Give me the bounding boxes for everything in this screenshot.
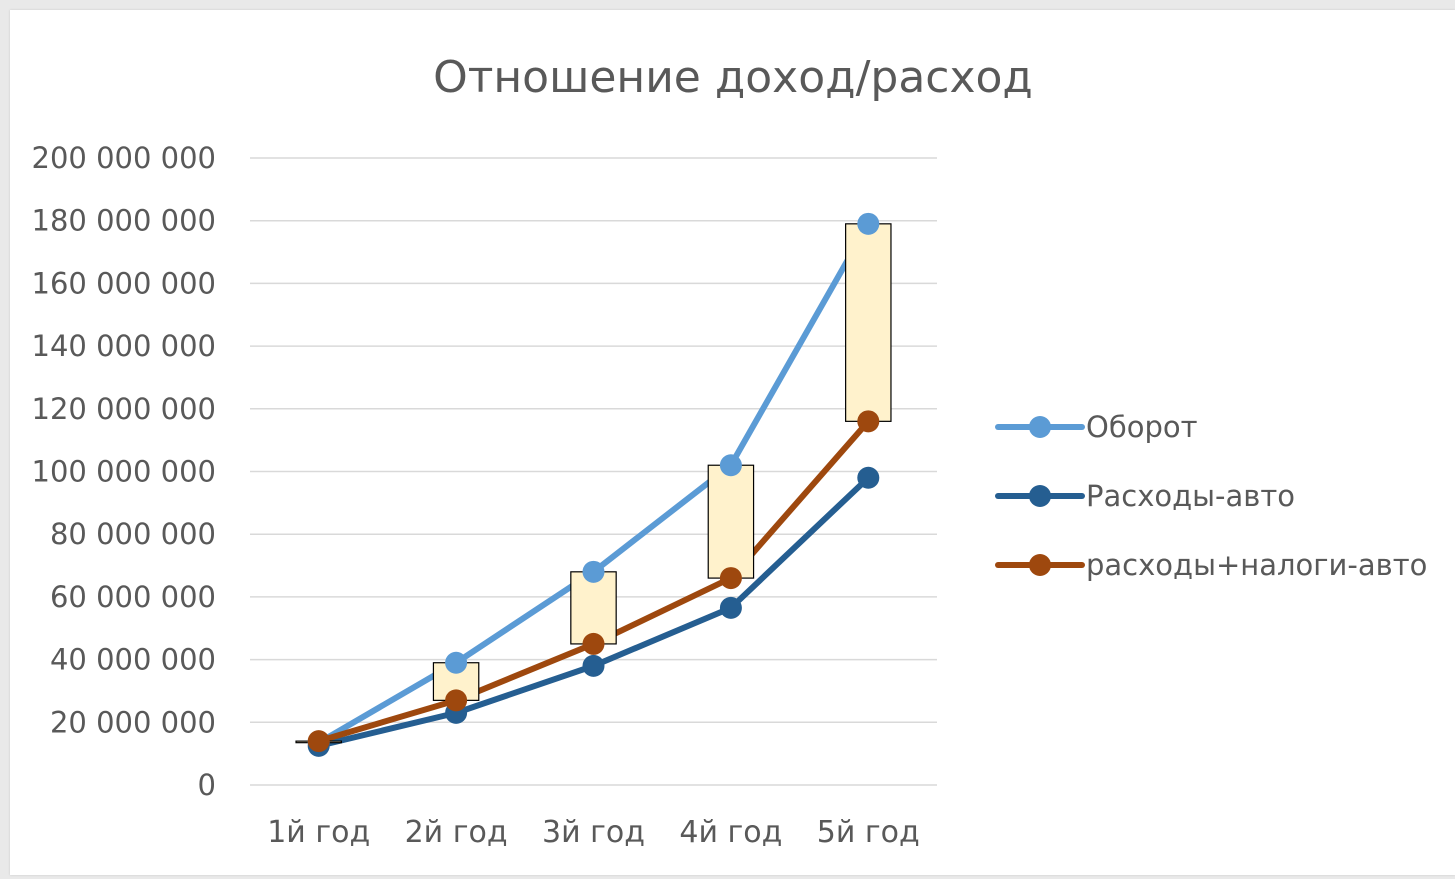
legend-label: расходы+налоги-авто (1086, 548, 1427, 582)
legend-marker (1029, 554, 1051, 576)
series-2-point (445, 689, 468, 712)
series-1-point (582, 654, 605, 677)
up-bar (707, 464, 755, 579)
series-0-point (445, 651, 468, 674)
series-2-point (857, 410, 880, 433)
series-1-point (719, 596, 742, 619)
y-tick-label: 200 000 000 (32, 141, 217, 175)
x-axis: 1й год 2й год 3й год 4й год 5й год (267, 815, 920, 850)
legend: Оборот Расходы-авто расходы+налоги-авто (995, 410, 1427, 582)
x-tick-label: 3й год (542, 815, 645, 850)
legend-entry: Оборот (995, 410, 1198, 444)
legend-label: Оборот (1086, 410, 1198, 444)
gridlines (250, 157, 937, 786)
chart-title: Отношение доход/расход (433, 52, 1033, 103)
y-axis: 0 20 000 000 40 000 000 60 000 000 80 000 00… (32, 141, 217, 802)
x-tick-label: 2й год (405, 815, 508, 850)
y-tick-label: 0 (198, 768, 216, 802)
legend-marker (1029, 485, 1051, 507)
y-tick-label: 180 000 000 (32, 204, 217, 238)
legend-entry: расходы+налоги-авто (995, 548, 1427, 582)
series-0-point (719, 454, 742, 477)
up-bar (570, 571, 617, 645)
y-tick-label: 40 000 000 (50, 643, 216, 677)
series-2-point (582, 632, 605, 655)
x-tick-label: 4й год (679, 815, 782, 850)
series-markers (307, 212, 880, 757)
y-tick-label: 120 000 000 (32, 392, 217, 426)
series-0-point (582, 560, 605, 583)
up-bar (845, 223, 892, 422)
y-tick-label: 100 000 000 (32, 455, 217, 489)
y-tick-label: 20 000 000 (50, 705, 216, 739)
y-tick-label: 60 000 000 (50, 580, 216, 614)
y-tick-label: 80 000 000 (50, 517, 216, 551)
y-tick-label: 160 000 000 (32, 266, 217, 300)
series-2-point (719, 567, 742, 590)
legend-marker (1029, 416, 1051, 438)
legend-entry: Расходы-авто (995, 479, 1295, 513)
x-tick-label: 5й год (817, 815, 920, 850)
series-2-point (307, 730, 330, 753)
x-tick-label: 1й год (267, 815, 370, 850)
series-0-point (857, 212, 880, 235)
legend-label: Расходы-авто (1086, 479, 1295, 513)
y-tick-label: 140 000 000 (32, 329, 217, 363)
series-1-point (857, 466, 880, 489)
chart-area: Отношение доход/расход 0 20 000 000 40 000… (10, 10, 1455, 875)
line-chart: Отношение доход/расход 0 20 000 000 40 000… (32, 52, 1428, 850)
